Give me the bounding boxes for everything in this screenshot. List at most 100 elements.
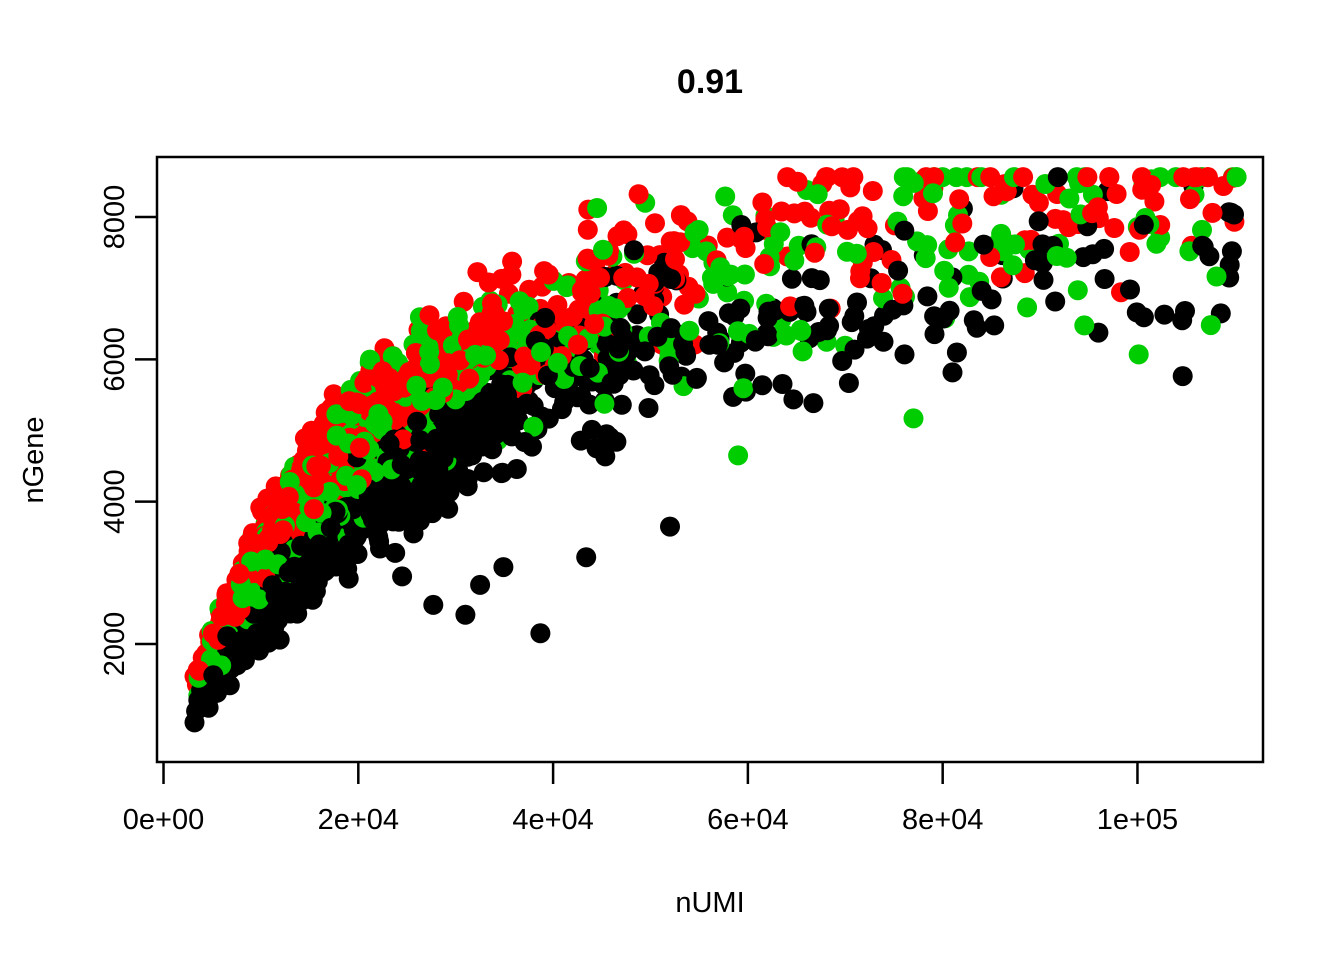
data-point bbox=[469, 312, 490, 333]
data-point bbox=[1002, 255, 1023, 276]
data-point bbox=[598, 295, 619, 316]
data-point bbox=[627, 304, 648, 325]
data-point bbox=[1192, 219, 1212, 240]
data-point bbox=[611, 394, 632, 415]
data-point bbox=[923, 183, 943, 204]
data-point bbox=[486, 420, 506, 441]
data-point bbox=[734, 226, 755, 247]
data-point bbox=[584, 314, 605, 334]
data-point bbox=[981, 289, 1002, 310]
data-point bbox=[946, 342, 967, 363]
data-point bbox=[433, 430, 454, 451]
data-point bbox=[660, 516, 680, 537]
data-point bbox=[1224, 204, 1244, 225]
data-point bbox=[296, 563, 317, 584]
data-point bbox=[1099, 167, 1120, 188]
data-point bbox=[491, 463, 512, 484]
data-point bbox=[638, 273, 659, 294]
data-point bbox=[818, 298, 839, 319]
data-point bbox=[278, 562, 299, 583]
data-point bbox=[450, 350, 470, 371]
data-point bbox=[385, 542, 406, 563]
x-axis-tick-labels: 0e+00 2e+04 4e+04 6e+04 8e+04 1e+05 bbox=[123, 804, 1178, 836]
data-point bbox=[1175, 301, 1195, 321]
data-point bbox=[784, 203, 805, 224]
data-point bbox=[497, 374, 518, 395]
data-point bbox=[360, 349, 380, 370]
data-point bbox=[829, 199, 850, 220]
data-point bbox=[628, 184, 649, 205]
data-point bbox=[590, 267, 610, 288]
data-point bbox=[1013, 167, 1034, 188]
data-point bbox=[459, 368, 480, 389]
data-point bbox=[730, 298, 751, 319]
data-point bbox=[983, 186, 1004, 207]
data-point bbox=[298, 432, 319, 453]
data-point bbox=[679, 320, 700, 341]
data-point bbox=[1094, 238, 1115, 259]
data-point bbox=[419, 305, 440, 326]
data-point bbox=[659, 356, 680, 377]
x-tick-label: 4e+04 bbox=[512, 804, 593, 836]
data-point bbox=[623, 360, 644, 381]
data-point bbox=[493, 311, 514, 332]
data-point bbox=[903, 172, 924, 193]
data-point bbox=[752, 192, 773, 213]
data-point bbox=[470, 574, 491, 595]
data-point bbox=[309, 534, 330, 555]
y-axis-label: nGene bbox=[18, 416, 50, 503]
data-point bbox=[280, 603, 301, 624]
data-point bbox=[924, 324, 945, 345]
data-point bbox=[821, 216, 842, 237]
data-point bbox=[601, 372, 622, 393]
data-point bbox=[407, 411, 428, 432]
data-point bbox=[1120, 279, 1140, 300]
data-point bbox=[547, 352, 568, 373]
x-tick-label: 8e+04 bbox=[902, 804, 983, 836]
data-point bbox=[661, 269, 682, 289]
data-point bbox=[862, 181, 883, 201]
data-point bbox=[973, 234, 994, 255]
data-point bbox=[383, 493, 404, 514]
data-point bbox=[1047, 167, 1068, 188]
data-point bbox=[758, 301, 779, 322]
data-point bbox=[728, 445, 749, 466]
data-point bbox=[1017, 297, 1038, 318]
data-point bbox=[523, 396, 544, 416]
data-point bbox=[837, 219, 858, 240]
data-point bbox=[338, 534, 359, 555]
data-point bbox=[1077, 167, 1098, 188]
data-point bbox=[568, 334, 588, 355]
data-point bbox=[1024, 250, 1045, 271]
data-point bbox=[326, 404, 347, 425]
data-point bbox=[1200, 315, 1221, 336]
data-point bbox=[432, 377, 453, 398]
data-point bbox=[482, 439, 503, 460]
data-point bbox=[317, 551, 338, 572]
data-point bbox=[924, 306, 945, 327]
data-point bbox=[482, 293, 502, 314]
data-point bbox=[792, 341, 813, 362]
data-point bbox=[734, 264, 755, 285]
x-axis-ticks bbox=[162, 762, 1139, 784]
data-point bbox=[1067, 280, 1088, 301]
data-point bbox=[255, 549, 276, 570]
data-point bbox=[724, 342, 745, 363]
data-point bbox=[1180, 189, 1200, 210]
data-point bbox=[225, 606, 246, 627]
data-point bbox=[229, 563, 250, 584]
data-point bbox=[1104, 218, 1125, 238]
data-point bbox=[938, 277, 959, 298]
y-tick-label: 4000 bbox=[99, 469, 131, 534]
data-point bbox=[1221, 241, 1242, 262]
data-point bbox=[1059, 188, 1080, 209]
data-point bbox=[873, 331, 894, 352]
data-point bbox=[894, 344, 915, 365]
data-point bbox=[952, 213, 973, 234]
data-point bbox=[489, 330, 510, 351]
data-point bbox=[1005, 234, 1025, 255]
data-point bbox=[411, 390, 432, 411]
data-point bbox=[291, 535, 312, 556]
